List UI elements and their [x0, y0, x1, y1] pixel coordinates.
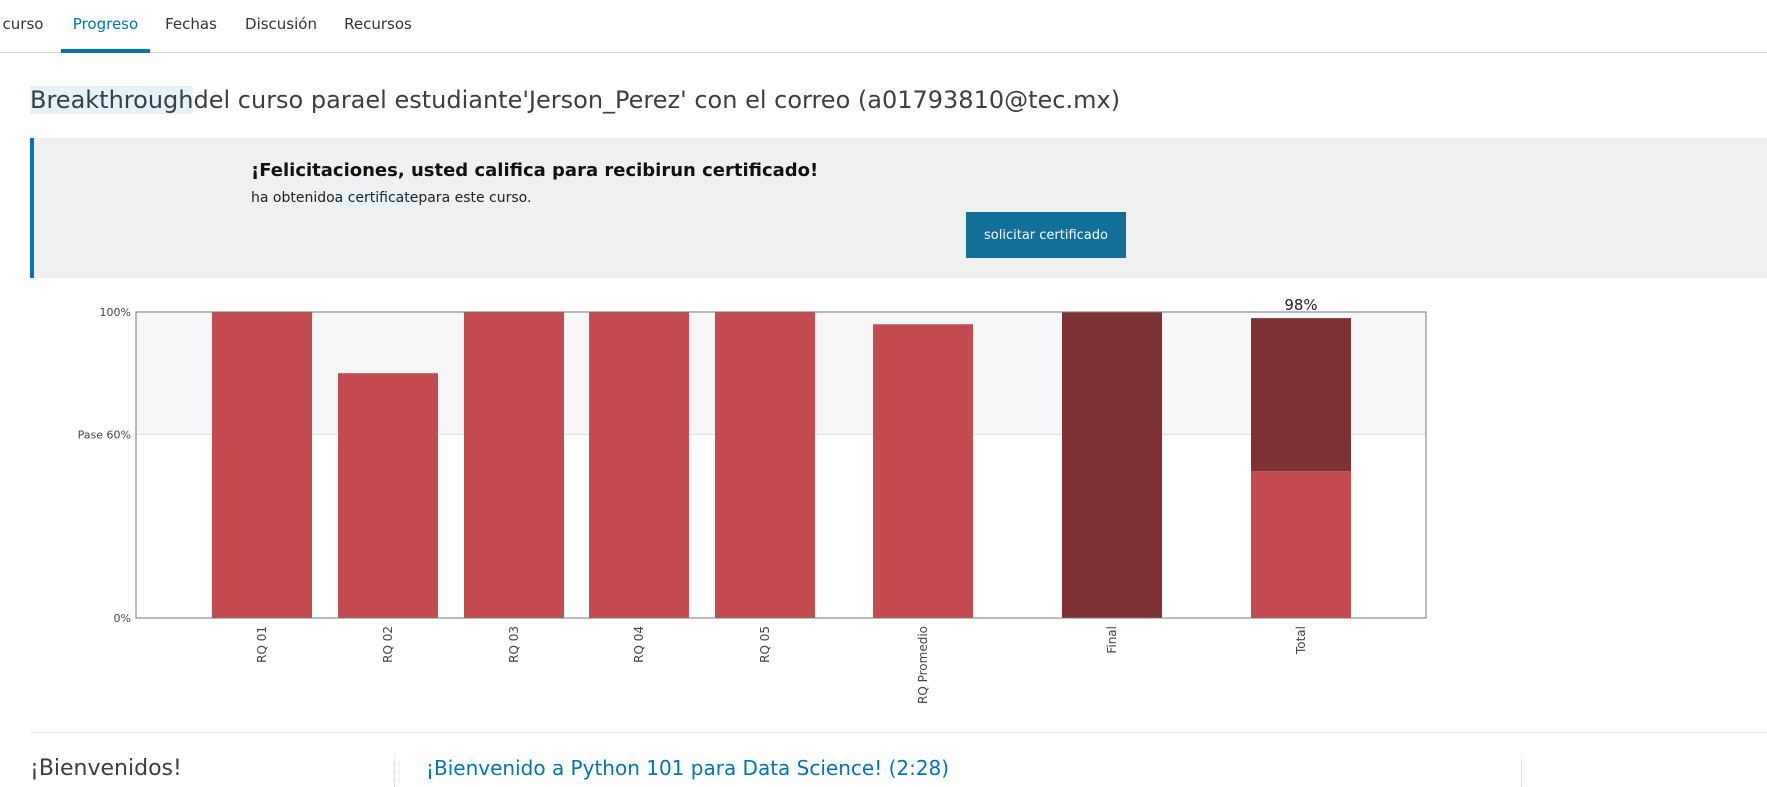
- column-divider: [394, 756, 396, 787]
- page-title: Breakthroughdel curso parael estudiante'…: [30, 86, 1120, 114]
- tab-discusion[interactable]: Discusión: [245, 15, 317, 33]
- bar-rq-04: [589, 312, 689, 618]
- bar-rq-05: [715, 312, 815, 618]
- category-label-rq-promedio: RQ Promedio: [916, 626, 930, 704]
- grade-chart: RQ 01 RQ 02 RQ 03 RQ 04 RQ 05 RQ Promedio Fina…: [78, 296, 1427, 704]
- certificate-text-after: para este curso.: [418, 190, 532, 206]
- category-label-rq-05: RQ 05: [758, 626, 772, 663]
- welcome-section-link[interactable]: ¡Bienvenido a Python 101 para Data Scien…: [426, 756, 950, 780]
- column-divider-right: [1521, 756, 1523, 787]
- welcome-heading: ¡Bienvenidos!: [30, 756, 182, 781]
- category-label-total: Total: [1294, 626, 1308, 655]
- category-label-rq-04: RQ 04: [632, 626, 646, 663]
- tab-fechas[interactable]: Fechas: [165, 15, 217, 33]
- bar-total-rq: [1251, 471, 1351, 618]
- y-tick-label: 100%: [100, 306, 131, 319]
- category-label-rq-03: RQ 03: [507, 626, 521, 663]
- y-tick-label: 0%: [114, 612, 131, 625]
- bar-rq-01: [212, 312, 312, 618]
- bar-rq-02: [338, 373, 438, 618]
- tab-recursos[interactable]: Recursos: [344, 15, 412, 33]
- category-label-final: Final: [1105, 626, 1119, 654]
- bar-rq-03: [464, 312, 564, 618]
- request-certificate-button[interactable]: solicitar certificado: [966, 212, 1126, 258]
- bar-final: [1062, 312, 1162, 618]
- tab-curso[interactable]: curso: [2, 15, 44, 33]
- certificate-title: ¡Felicitaciones, usted califica para rec…: [251, 160, 819, 181]
- tab-progreso[interactable]: Progreso: [61, 0, 150, 53]
- page-title-course: Breakthrough: [30, 86, 194, 114]
- certificate-banner: ¡Felicitaciones, usted califica para rec…: [30, 138, 1767, 278]
- plot-border: [135, 311, 1427, 619]
- chart-bars: [212, 312, 1351, 618]
- certificate-link-text: a certificate: [334, 190, 419, 206]
- page-title-student: del curso parael estudiante'Jerson_Perez…: [193, 86, 1121, 114]
- total-value-label: 98%: [1284, 296, 1317, 314]
- certificate-text-before: ha obtenido: [251, 190, 335, 206]
- y-tick-label: Pase 60%: [78, 428, 131, 441]
- category-label-rq-01: RQ 01: [255, 626, 269, 663]
- course-tabs: curso Progreso Fechas Discusión Recursos: [0, 0, 1767, 53]
- certificate-message: ha obtenidoa certificatepara este curso.: [251, 190, 531, 206]
- bar-total-final: [1251, 318, 1351, 472]
- section-divider: [30, 732, 1767, 733]
- bar-rq-promedio: [873, 324, 973, 618]
- category-label-rq-02: RQ 02: [381, 626, 395, 663]
- chart-axes: RQ 01 RQ 02 RQ 03 RQ 04 RQ 05 RQ Promedio Fina…: [78, 296, 1427, 704]
